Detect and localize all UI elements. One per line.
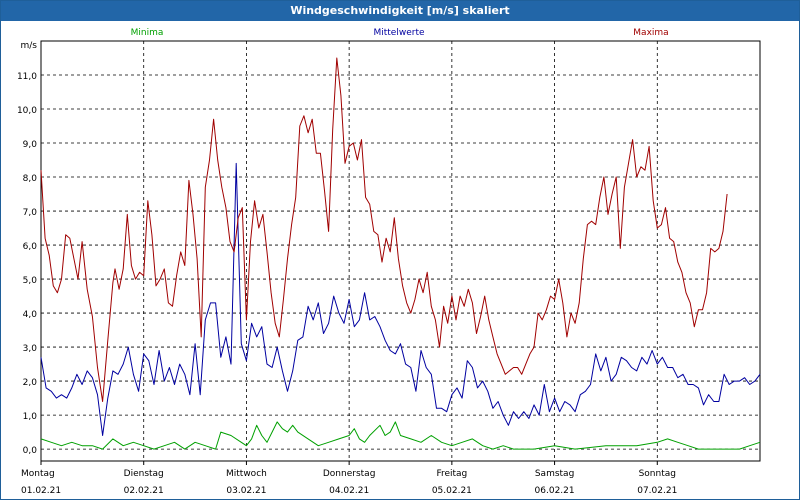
x-tick-date: 04.02.21 (329, 486, 369, 496)
series-line (40, 162, 761, 436)
y-tick-label: 0,0 (23, 446, 38, 456)
wind-speed-chart: 0,0 1,0 2,0 3,0 4,0 5,0 6,0 7,0 8,0 9,0 10,0 11,0 m/… (17, 28, 761, 496)
y-tick-label: 1,0 (23, 412, 38, 422)
y-tick-label: 11,0 (17, 72, 37, 82)
axes (40, 40, 761, 465)
x-tick-date: 05.02.21 (432, 486, 472, 496)
x-tick-day: Samstag (535, 469, 574, 479)
y-tick-label: 8,0 (23, 174, 38, 184)
grid (41, 41, 760, 461)
legend-entry: Minima (131, 28, 164, 38)
series-line (40, 57, 728, 402)
legend-entry: Mittelwerte (373, 28, 424, 38)
y-tick-label: 5,0 (23, 276, 38, 286)
x-tick-day: Freitag (436, 469, 467, 479)
y-tick-label: 7,0 (23, 208, 38, 218)
x-tick-date: 07.02.21 (637, 486, 677, 496)
labels: 0,0 1,0 2,0 3,0 4,0 5,0 6,0 7,0 8,0 9,0 10,0 11,0 m/… (17, 28, 677, 496)
series-lines (40, 57, 761, 450)
x-tick-day: Donnerstag (323, 469, 376, 479)
legend-entry: Maxima (633, 28, 668, 38)
x-tick-day: Mittwoch (226, 469, 267, 479)
y-tick-label: 9,0 (23, 140, 38, 150)
y-tick-label: 10,0 (17, 106, 37, 116)
x-tick-date: 03.02.21 (226, 486, 266, 496)
y-tick-label: 4,0 (23, 310, 38, 320)
x-tick-date: 02.02.21 (124, 486, 164, 496)
y-tick-label: 6,0 (23, 242, 38, 252)
chart-title: Windgeschwindigkeit [m/s] skaliert (1, 1, 799, 21)
y-tick-label: 2,0 (23, 378, 38, 388)
x-tick-day: Dienstag (124, 469, 164, 479)
series-line (40, 421, 761, 450)
x-tick-date: 06.02.21 (535, 486, 575, 496)
x-tick-day: Sonntag (639, 469, 676, 479)
x-tick-day: Montag (21, 469, 55, 479)
x-tick-date: 01.02.21 (21, 486, 61, 496)
y-axis-label: m/s (21, 41, 38, 51)
y-tick-label: 3,0 (23, 344, 38, 354)
plot-frame (40, 40, 761, 462)
